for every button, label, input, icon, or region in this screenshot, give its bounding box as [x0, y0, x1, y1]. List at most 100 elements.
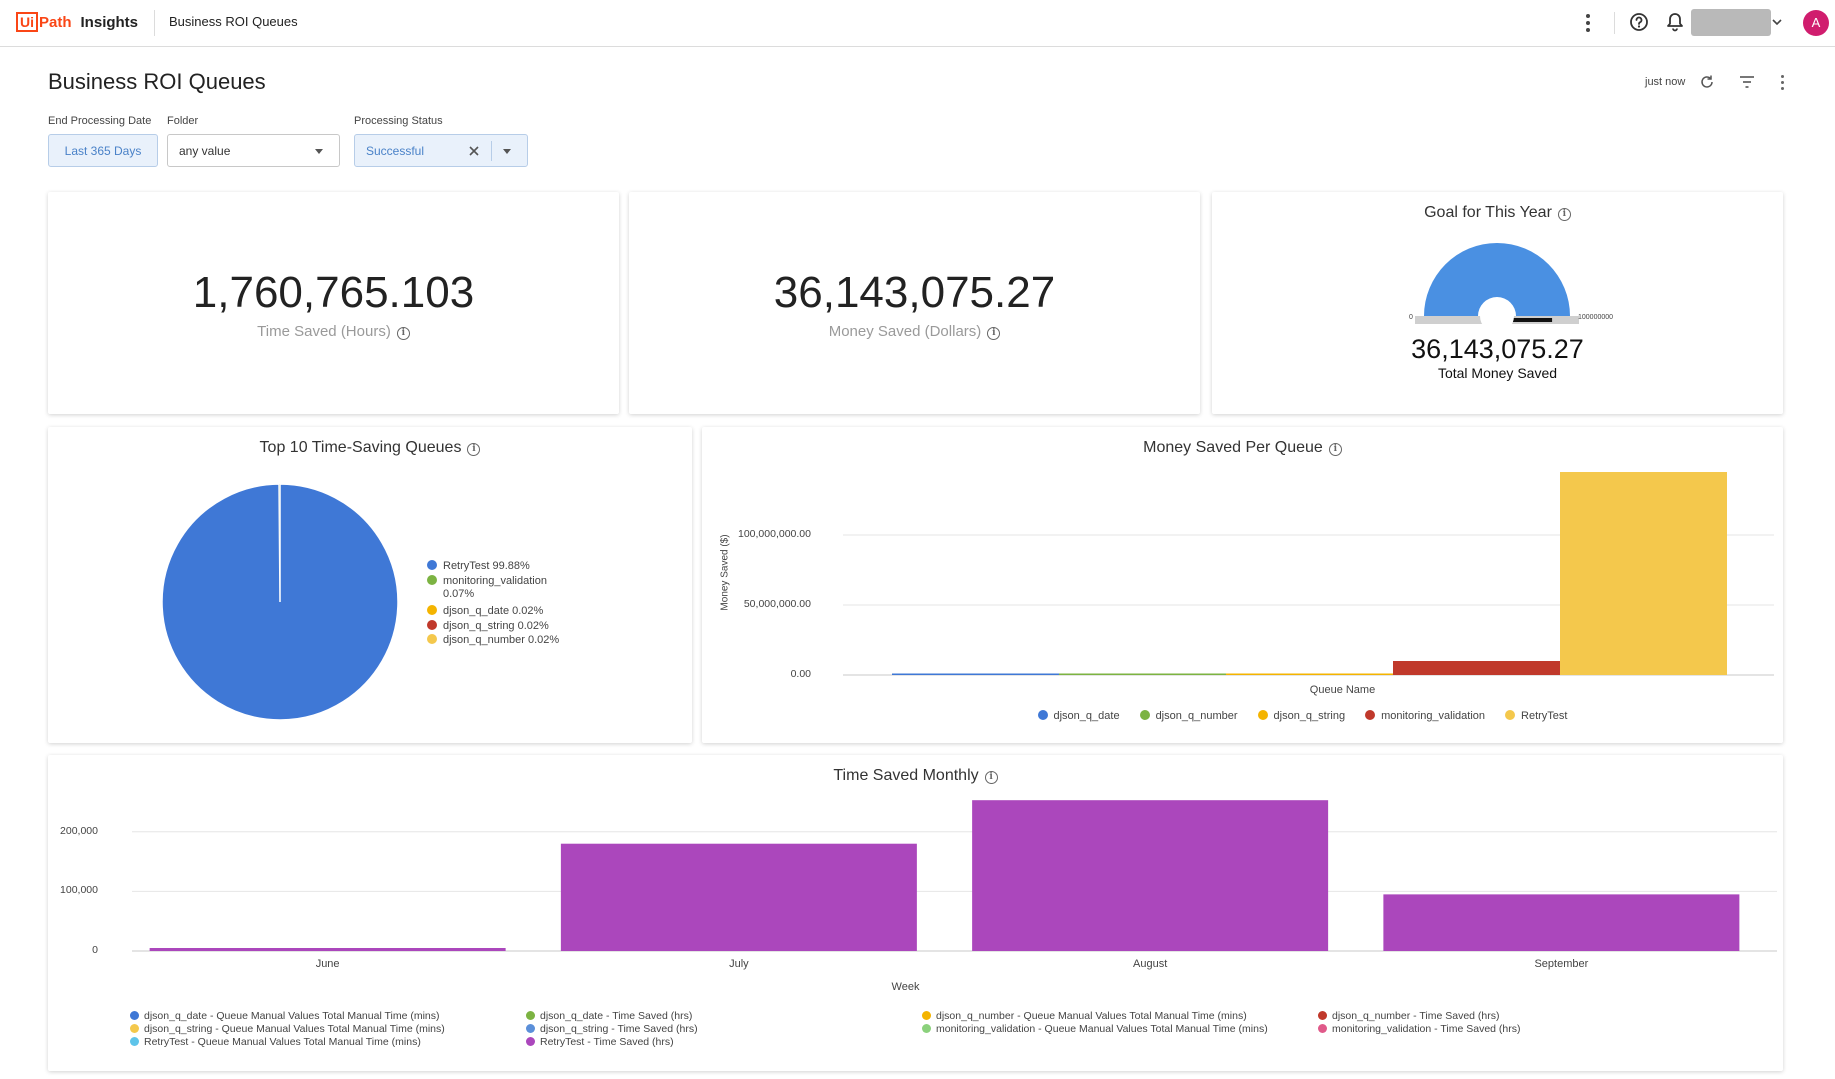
topbar-separator	[1614, 12, 1615, 34]
processing-status-label: Processing Status	[354, 115, 443, 127]
filter-icon[interactable]	[1738, 74, 1756, 90]
info-icon[interactable]: i	[467, 443, 481, 456]
user-avatar[interactable]: A	[1803, 10, 1829, 36]
pie-legend-item[interactable]: djson_q_date 0.02%	[427, 605, 543, 617]
uipath-insights-logo[interactable]: Ui Path Insights	[16, 12, 138, 32]
more-options-icon[interactable]	[1578, 12, 1598, 34]
gauge-min-label: 0	[1409, 314, 1413, 321]
money-legend-item[interactable]: djson_q_number	[1139, 710, 1238, 722]
pie-legend-item[interactable]: RetryTest 99.88%	[427, 560, 530, 572]
legend-dot	[427, 560, 437, 570]
time-saved-monthly-card: Time Saved Monthly i 0 100,000 200,000 June…	[48, 755, 1783, 1071]
chevron-down-icon[interactable]	[1771, 16, 1783, 28]
monthly-bar-chart	[132, 800, 1777, 952]
info-icon[interactable]: i	[984, 771, 998, 784]
legend-dot	[427, 620, 437, 630]
gauge-value-label: Total Money Saved	[1437, 365, 1558, 381]
legend-dot	[526, 1011, 535, 1020]
money-legend-item[interactable]: djson_q_date	[1037, 710, 1120, 722]
monthly-x-tick-label: August	[1133, 958, 1168, 970]
money-bar-djson_q_date	[892, 673, 1059, 675]
pie-legend-item-continued: 0.07%	[443, 588, 475, 600]
monthly-bar-June	[149, 948, 506, 951]
logo-path-text: Path	[39, 13, 72, 31]
monthly-x-tick-label: June	[315, 958, 340, 970]
monthly-legend-item[interactable]: djson_q_number - Queue Manual Values Tot…	[922, 1010, 1247, 1022]
money-y-tick-label: 0.00	[790, 668, 811, 680]
page-title: Business ROI Queues	[48, 69, 266, 94]
legend-dot	[1257, 710, 1268, 720]
money-legend: djson_q_date djson_q_number djson_q_string…	[702, 710, 1783, 722]
caret-down-icon[interactable]	[503, 149, 511, 154]
monthly-legend-item[interactable]: djson_q_date - Time Saved (hrs)	[526, 1010, 692, 1022]
gauge-value-bar	[1489, 318, 1553, 322]
money-legend-item[interactable]: RetryTest	[1505, 710, 1568, 722]
goal-gauge-chart	[1415, 243, 1579, 333]
processing-status-value: Successful	[366, 143, 425, 158]
monthly-bar-August	[972, 800, 1329, 951]
legend-dot	[427, 634, 437, 644]
topbar-divider	[154, 10, 155, 36]
gauge-arc	[1424, 243, 1570, 316]
time-saved-card: 1,760,765.103 Time Saved (Hours) i	[48, 192, 619, 414]
folder-value: any value	[179, 143, 231, 158]
pie-legend-item[interactable]: djson_q_string 0.02%	[427, 620, 549, 632]
monthly-chart-title: Time Saved Monthly i	[48, 767, 1783, 785]
goal-card: Goal for This Year i 0 100000000 36,143,0…	[1212, 192, 1783, 414]
pie-card-title: Top 10 Time-Saving Queues i	[48, 439, 692, 457]
topbar-dashboard-title: Business ROI Queues	[169, 14, 298, 29]
processing-status-filter[interactable]: Successful	[354, 134, 528, 167]
money-saved-card: 36,143,075.27 Money Saved (Dollars) i	[629, 192, 1200, 414]
caret-down-icon	[315, 149, 323, 154]
money-bar-monitoring_validation	[1393, 661, 1560, 675]
help-icon[interactable]	[1629, 12, 1649, 32]
info-icon[interactable]: i	[1557, 208, 1571, 221]
logo-ui-mark: Ui	[16, 12, 38, 32]
last-refreshed-text: just now	[1645, 76, 1686, 88]
legend-dot	[1037, 710, 1048, 720]
tenant-selector[interactable]	[1691, 9, 1771, 36]
monthly-legend-item[interactable]: RetryTest - Time Saved (hrs)	[526, 1036, 674, 1048]
legend-dot	[1318, 1024, 1327, 1033]
pie-legend-item[interactable]: monitoring_validation	[427, 575, 547, 587]
money-legend-item[interactable]: monitoring_validation	[1365, 710, 1485, 722]
end-processing-date-filter[interactable]: Last 365 Days	[48, 134, 158, 167]
money-bar-djson_q_string	[1226, 673, 1393, 675]
monthly-legend-item[interactable]: monitoring_validation - Time Saved (hrs)	[1318, 1023, 1521, 1035]
monthly-legend-item[interactable]: djson_q_string - Time Saved (hrs)	[526, 1023, 698, 1035]
refresh-icon[interactable]	[1699, 74, 1715, 90]
time-saved-value: 1,760,765.103	[192, 268, 475, 317]
money-saved-per-queue-card: Money Saved Per Queue i Queue Name Money …	[702, 427, 1783, 743]
legend-dot	[526, 1024, 535, 1033]
notifications-bell-icon[interactable]	[1665, 11, 1685, 33]
info-icon[interactable]: i	[396, 327, 410, 340]
info-icon[interactable]: i	[1328, 443, 1342, 456]
pie-legend-item[interactable]: djson_q_number 0.02%	[427, 634, 559, 646]
monthly-legend-item[interactable]: monitoring_validation - Queue Manual Val…	[922, 1023, 1268, 1035]
legend-dot	[922, 1024, 931, 1033]
dashboard-actions-icon[interactable]	[1774, 72, 1790, 92]
monthly-x-tick-label: July	[729, 958, 749, 970]
legend-dot	[130, 1011, 139, 1020]
info-icon[interactable]: i	[987, 327, 1001, 340]
money-x-axis-label: Queue Name	[1309, 684, 1376, 696]
monthly-x-tick-label: September	[1534, 958, 1589, 970]
monthly-legend-item[interactable]: djson_q_number - Time Saved (hrs)	[1318, 1010, 1500, 1022]
time-saved-label: Time Saved (Hours) i	[48, 323, 619, 340]
money-legend-item[interactable]: djson_q_string	[1257, 710, 1345, 722]
top-bar: Ui Path Insights Business ROI Queues A	[0, 0, 1835, 47]
monthly-y-tick-label: 100,000	[60, 884, 98, 897]
gauge-value-text: 36,143,075.27	[1411, 334, 1584, 364]
legend-dot	[1318, 1011, 1327, 1020]
monthly-legend-item[interactable]: djson_q_date - Queue Manual Values Total…	[130, 1010, 440, 1022]
money-y-tick-label: 100,000,000.00	[738, 528, 811, 540]
monthly-x-axis-label: Week	[891, 981, 920, 993]
end-processing-date-label: End Processing Date	[48, 115, 152, 127]
pie-chart	[161, 483, 399, 721]
money-saved-value: 36,143,075.27	[773, 268, 1056, 317]
monthly-legend-item[interactable]: RetryTest - Queue Manual Values Total Ma…	[130, 1036, 421, 1048]
clear-icon[interactable]	[467, 144, 481, 158]
legend-dot	[526, 1037, 535, 1046]
monthly-legend-item[interactable]: djson_q_string - Queue Manual Values Tot…	[130, 1023, 445, 1035]
folder-filter[interactable]: any value	[167, 134, 340, 167]
